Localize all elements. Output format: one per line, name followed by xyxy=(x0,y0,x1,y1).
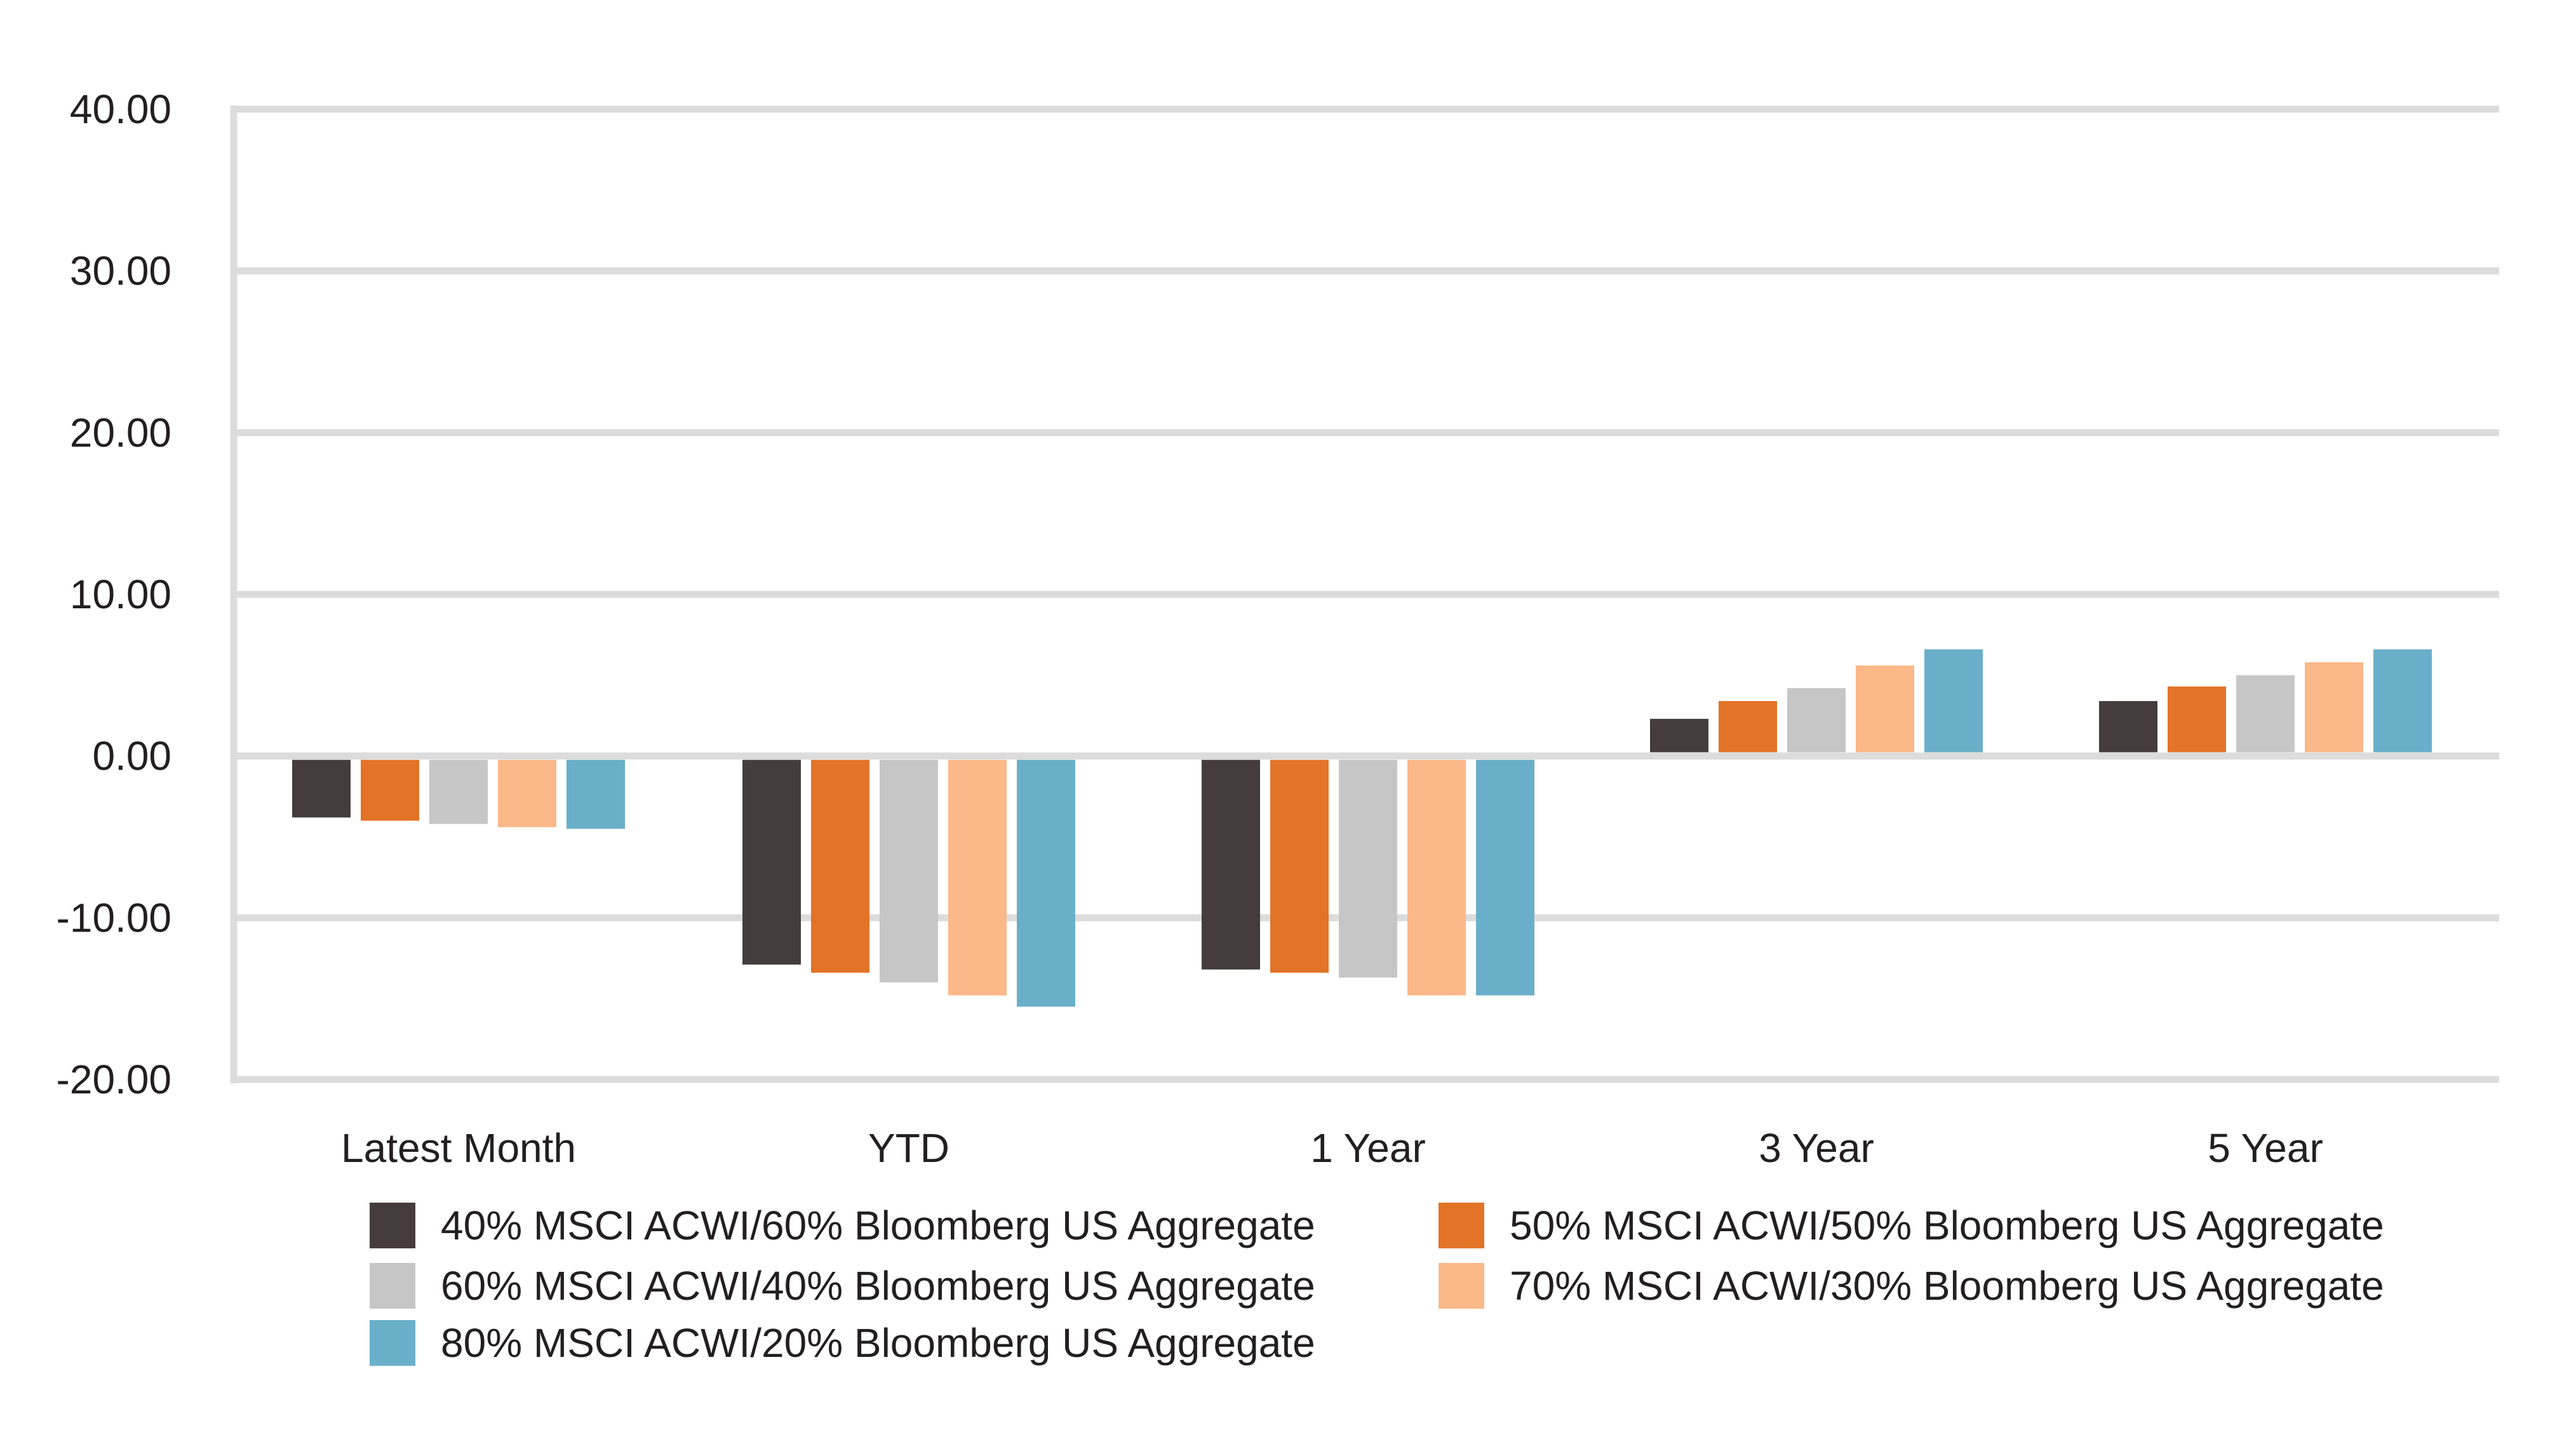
y-tick-label: -10.00 xyxy=(57,895,171,940)
legend-swatch xyxy=(370,1203,415,1248)
y-tick-label: -20.00 xyxy=(57,1057,171,1102)
bar xyxy=(567,759,625,829)
legend-label: 60% MSCI ACWI/40% Bloomberg US Aggregate xyxy=(441,1263,1315,1309)
x-tick-label: 3 Year xyxy=(1759,1125,1874,1171)
bar xyxy=(292,759,351,818)
bar xyxy=(2168,686,2226,752)
bar xyxy=(2236,675,2295,752)
bar xyxy=(1270,759,1329,973)
legend-swatch xyxy=(370,1320,415,1366)
bar xyxy=(2305,662,2363,752)
y-tick-label: 20.00 xyxy=(70,410,171,455)
x-tick-labels: Latest Month YTD 1 Year 3 Year 5 Year xyxy=(341,1125,2323,1171)
x-tick-label: Latest Month xyxy=(341,1125,576,1171)
bar xyxy=(880,759,938,983)
x-tick-label: 5 Year xyxy=(2208,1125,2323,1171)
bar xyxy=(2373,649,2432,752)
bar xyxy=(361,759,419,821)
legend-item: 40% MSCI ACWI/60% Bloomberg US Aggregate xyxy=(370,1203,1315,1248)
legend-item: 80% MSCI ACWI/20% Bloomberg US Aggregate xyxy=(370,1320,1315,1366)
bar xyxy=(2099,701,2157,752)
bar xyxy=(1650,719,1708,752)
legend-swatch xyxy=(370,1263,415,1309)
legend-swatch xyxy=(1439,1203,1484,1248)
bar xyxy=(1017,759,1075,1007)
bar xyxy=(1719,701,1777,752)
bar xyxy=(1202,759,1260,970)
legend-label: 50% MSCI ACWI/50% Bloomberg US Aggregate xyxy=(1510,1203,2384,1248)
legend-item: 50% MSCI ACWI/50% Bloomberg US Aggregate xyxy=(1439,1203,2384,1248)
bar xyxy=(1924,649,1983,752)
legend-item: 60% MSCI ACWI/40% Bloomberg US Aggregate xyxy=(370,1263,1315,1309)
legend-label: 80% MSCI ACWI/20% Bloomberg US Aggregate xyxy=(441,1320,1315,1366)
bar xyxy=(498,759,556,827)
bar xyxy=(1339,759,1397,978)
legend-label: 70% MSCI ACWI/30% Bloomberg US Aggregate xyxy=(1510,1263,2384,1309)
legend: 40% MSCI ACWI/60% Bloomberg US Aggregate… xyxy=(370,1203,2384,1366)
legend-item: 70% MSCI ACWI/30% Bloomberg US Aggregate xyxy=(1439,1263,2384,1309)
bars xyxy=(292,649,2432,1007)
bar xyxy=(1856,665,1914,752)
y-tick-label: 40.00 xyxy=(70,86,171,132)
y-tick-label: 30.00 xyxy=(70,248,171,294)
x-tick-label: 1 Year xyxy=(1310,1125,1426,1171)
bar xyxy=(948,759,1007,996)
bar xyxy=(811,759,869,973)
bar xyxy=(1407,759,1466,996)
legend-label: 40% MSCI ACWI/60% Bloomberg US Aggregate xyxy=(441,1203,1315,1248)
bar xyxy=(429,759,488,824)
bar xyxy=(1476,759,1534,996)
x-tick-label: YTD xyxy=(868,1125,949,1171)
y-tick-label: 0.00 xyxy=(92,733,171,779)
bar xyxy=(1787,688,1846,752)
bar xyxy=(742,759,801,965)
y-tick-label: 10.00 xyxy=(70,571,171,617)
y-tick-labels: 40.00 30.00 20.00 10.00 0.00 -10.00 -20.00 xyxy=(57,86,171,1102)
legend-swatch xyxy=(1439,1263,1484,1309)
